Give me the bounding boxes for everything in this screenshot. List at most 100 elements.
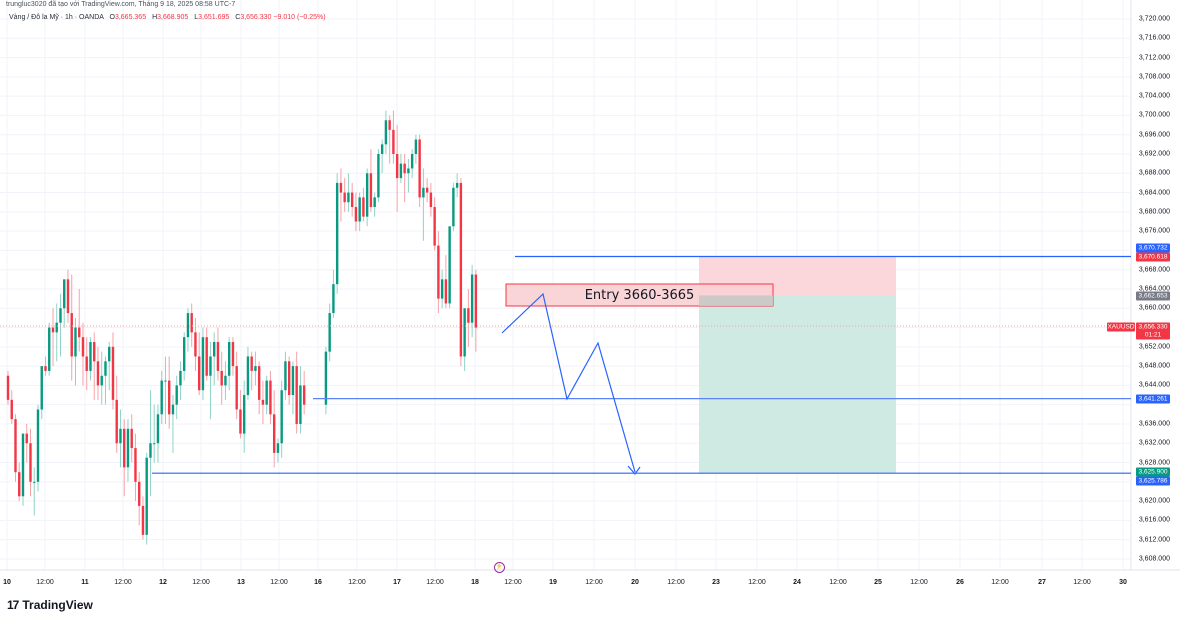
candle-body	[350, 192, 354, 208]
price-tick-label: 3,692.000	[1138, 150, 1170, 158]
candle-body	[126, 428, 130, 468]
candle-body	[66, 279, 70, 314]
arrow-head-icon	[627, 465, 641, 475]
candle-body	[257, 366, 261, 400]
candle-body	[108, 346, 111, 362]
time-tick-label: 30	[1119, 579, 1127, 586]
candle-body	[235, 366, 238, 410]
candle-body	[96, 361, 100, 386]
candle-body	[299, 385, 302, 424]
candle-body	[414, 139, 418, 154]
candle-body	[89, 342, 92, 371]
price-tag: 3,625.900	[1136, 467, 1170, 477]
time-tick-label: 24	[793, 579, 801, 586]
candle-body	[205, 337, 208, 376]
candle-body	[437, 245, 440, 299]
time-tick-label: 12:00	[829, 579, 847, 586]
candle-body	[261, 399, 265, 405]
candle-body	[339, 182, 343, 193]
candle-body	[74, 327, 77, 357]
candle-body	[467, 308, 470, 323]
candle-body	[347, 192, 350, 203]
time-tick-label: 17	[393, 579, 401, 586]
low-value: 3,651.695	[198, 14, 230, 21]
price-tick-label: 3,708.000	[1138, 73, 1170, 81]
candle-body	[410, 153, 414, 169]
candle-body	[429, 192, 433, 208]
candle-body	[354, 207, 358, 222]
candle-body	[153, 443, 156, 445]
candle-body	[33, 481, 36, 483]
candle-body	[63, 279, 66, 309]
price-tick-label: 3,636.000	[1138, 420, 1170, 428]
economic-event-icon[interactable]: ⚡	[494, 562, 505, 573]
price-tag: 3,625.786	[1136, 476, 1170, 486]
time-tick-label: 12:00	[667, 579, 685, 586]
time-tick-label: 12:00	[1073, 579, 1091, 586]
time-tick-label: 12:00	[270, 579, 288, 586]
candle-body	[171, 404, 175, 415]
candle-body	[287, 361, 291, 396]
candle-body	[455, 182, 459, 188]
candle-body	[362, 197, 365, 217]
candle-body	[14, 419, 17, 473]
candle-body	[164, 380, 167, 382]
candle-body	[239, 409, 242, 434]
close-value: 3,656.330	[240, 14, 272, 21]
price-tick-label: 3,700.000	[1138, 111, 1170, 119]
time-tick-label: 27	[1038, 579, 1046, 586]
candle-body	[246, 356, 250, 396]
candle-body	[93, 342, 96, 362]
candle-body	[10, 399, 13, 420]
candle-body	[335, 182, 339, 285]
candle-body	[448, 226, 451, 304]
time-tick-label: 11	[81, 579, 89, 586]
candle-body	[78, 327, 81, 338]
time-tick-label: 12:00	[748, 579, 766, 586]
candle-body	[332, 284, 335, 314]
candle-body	[21, 433, 25, 497]
tradingview-logo: 17 TradingView	[7, 598, 93, 612]
candle-body	[425, 187, 429, 193]
candle-body	[123, 428, 126, 468]
candle-body	[51, 327, 55, 333]
brand-name: TradingView	[22, 598, 93, 612]
price-tag: 01:21	[1136, 330, 1170, 340]
candle-body	[463, 308, 466, 357]
candle-body	[388, 120, 391, 130]
candle-body	[141, 505, 145, 535]
price-tick-label: 3,688.000	[1138, 169, 1170, 177]
symbol-legend: Vàng / Đô la Mỹ · 1h · OANDA O3,665.365 …	[9, 14, 326, 21]
candle-body	[44, 366, 47, 371]
candle-body	[470, 274, 474, 323]
time-tick-label: 12:00	[348, 579, 366, 586]
time-tick-label: 12:00	[910, 579, 928, 586]
price-tag: 3,670.732	[1136, 243, 1170, 253]
candle-body	[272, 414, 276, 453]
symbol-description: Vàng / Đô la Mỹ · 1h · OANDA	[9, 14, 104, 21]
candle-body	[324, 351, 328, 405]
candle-body	[209, 356, 212, 376]
price-tick-label: 3,628.000	[1138, 459, 1170, 467]
candle-body	[179, 370, 182, 386]
chart-attribution: trungluc3020 đã tạo với TradingView.com,…	[6, 1, 236, 8]
candle-body	[220, 370, 223, 386]
price-tick-label: 3,612.000	[1138, 536, 1170, 544]
candle-body	[440, 279, 444, 299]
candle-body	[212, 342, 216, 357]
candle-body	[59, 308, 62, 323]
candle-body	[183, 337, 186, 371]
candle-body	[216, 342, 220, 371]
time-tick-label: 20	[631, 579, 639, 586]
candle-body	[186, 313, 190, 338]
candle-body	[380, 144, 384, 154]
candle-body	[358, 197, 361, 222]
candle-body	[452, 187, 455, 227]
candle-body	[104, 361, 107, 376]
price-tick-label: 3,712.000	[1138, 54, 1170, 62]
time-tick-label: 16	[314, 579, 322, 586]
candle-body	[254, 366, 257, 371]
candle-body	[149, 443, 152, 458]
candle-body	[115, 399, 118, 444]
